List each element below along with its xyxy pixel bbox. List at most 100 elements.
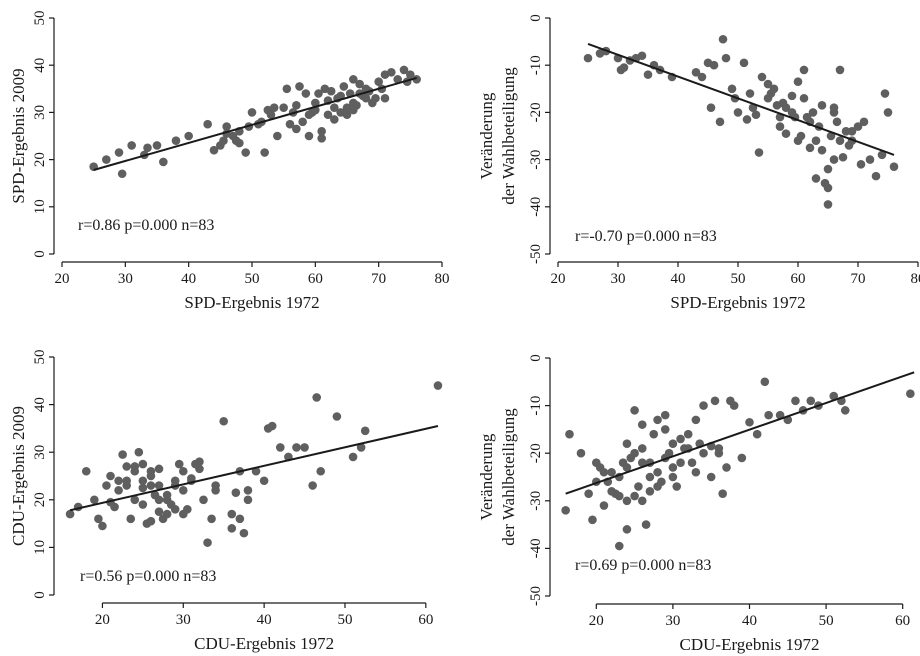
data-point [691, 415, 701, 425]
data-point [847, 126, 857, 136]
data-point [841, 126, 851, 136]
y-tick-label: -40 [528, 197, 544, 217]
data-point [660, 425, 670, 434]
data-point [718, 489, 727, 498]
data-point [727, 84, 737, 94]
x-tick-label: 50 [337, 612, 352, 628]
y-tick-label: -10 [528, 396, 544, 416]
data-point [630, 406, 639, 415]
data-point [195, 457, 204, 467]
chart-panel-cdu-turnout: 20 30 40 50 60 0 -10 -20 -30 -40 -50 CDU-Ergebnis 1… [477, 354, 915, 654]
data-point [380, 93, 390, 103]
data-point [106, 471, 115, 481]
x-tick-label: 30 [665, 613, 680, 629]
data-point [653, 415, 662, 425]
data-point [239, 528, 249, 538]
stats-annotation: r=0.86 p=0.000 n=83 [78, 217, 214, 234]
data-point [317, 134, 326, 143]
data-point [715, 117, 725, 127]
data-point [174, 459, 184, 469]
data-point [154, 495, 164, 505]
data-point [219, 136, 228, 146]
data-point [312, 393, 321, 402]
y-tick-label: 0 [528, 14, 544, 22]
x-tick-label: 30 [176, 612, 191, 628]
data-point [676, 458, 685, 468]
data-point [588, 515, 597, 525]
data-point [614, 541, 624, 551]
y-tick-label: 50 [32, 350, 48, 365]
data-point [706, 472, 716, 482]
data-point [614, 491, 624, 501]
data-point [687, 458, 697, 468]
data-point [607, 486, 616, 496]
data-point [146, 471, 156, 481]
data-point [622, 496, 632, 506]
data-point [871, 171, 881, 181]
data-point [745, 417, 754, 427]
y-tick-label: -30 [528, 150, 544, 170]
data-point [102, 481, 111, 490]
data-point [130, 495, 140, 505]
data-point [714, 448, 724, 458]
data-point [630, 448, 639, 458]
data-point [733, 108, 743, 117]
y-tick-label: 0 [32, 591, 48, 599]
data-point [154, 481, 164, 490]
stats-annotation: r=0.69 p=0.000 n=83 [575, 557, 711, 574]
x-tick-label: 60 [895, 613, 910, 629]
data-point [356, 443, 366, 452]
data-point [619, 63, 629, 72]
data-point [98, 521, 107, 531]
data-point [637, 444, 647, 453]
data-point [799, 65, 809, 75]
data-point [330, 103, 339, 112]
data-point [889, 162, 899, 171]
data-point [584, 489, 593, 498]
data-point [718, 34, 728, 44]
data-point [146, 481, 156, 490]
y-axis-label: der Wahlbeteiligung [499, 67, 518, 205]
data-point [835, 136, 845, 146]
data-point [301, 89, 311, 98]
data-point [269, 103, 279, 112]
data-point [260, 148, 269, 157]
data-point [835, 65, 845, 75]
data-point [637, 458, 647, 468]
data-point [332, 412, 342, 421]
y-tick-label: -20 [528, 102, 544, 122]
data-point [134, 447, 144, 457]
x-tick-label: 40 [257, 612, 272, 628]
data-point [645, 472, 655, 482]
data-point [637, 51, 647, 61]
data-point [178, 466, 188, 476]
data-point [643, 70, 653, 79]
data-point [222, 122, 231, 131]
x-tick-label: 30 [611, 271, 626, 287]
data-point [114, 476, 123, 486]
data-point [576, 448, 586, 458]
y-tick-label: -20 [528, 443, 544, 463]
data-point [811, 174, 821, 183]
y-tick-label: 0 [528, 354, 544, 362]
data-point [203, 538, 212, 547]
data-point [65, 509, 75, 519]
x-tick-label: 70 [851, 271, 866, 287]
data-point [722, 463, 731, 472]
data-point [207, 514, 216, 524]
data-point [751, 110, 761, 120]
data-point [745, 89, 755, 98]
y-tick-label: -50 [528, 244, 544, 264]
data-point [583, 53, 593, 63]
stats-annotation: r=0.56 p=0.000 n=83 [80, 568, 216, 585]
data-point [102, 155, 111, 164]
x-axis-label: SPD-Ergebnis 1972 [184, 293, 319, 312]
data-point [300, 443, 309, 452]
data-point [811, 136, 821, 146]
data-point [412, 75, 421, 84]
data-point [227, 509, 237, 519]
data-point [709, 60, 719, 70]
y-axis-label: der Wahlbeteiligung [499, 408, 518, 546]
data-point [235, 138, 244, 148]
